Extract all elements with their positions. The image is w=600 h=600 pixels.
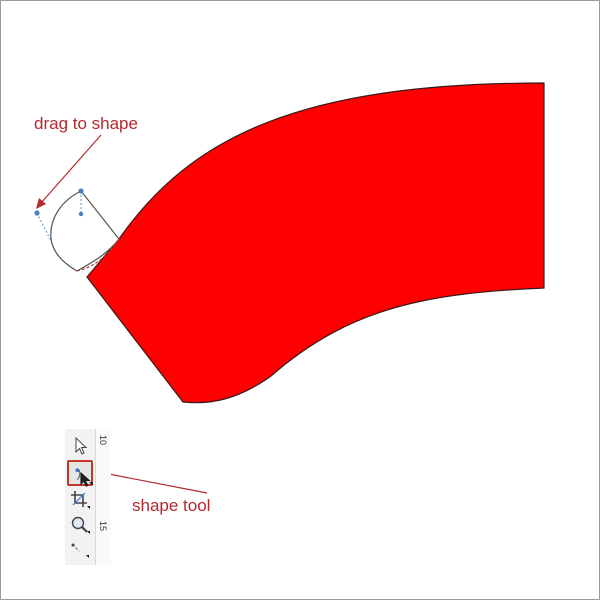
- ruler-label-bottom: 15: [98, 521, 108, 532]
- pick-tool-button[interactable]: [67, 433, 93, 459]
- pick-tool-icon: [75, 436, 88, 455]
- crop-tool-button[interactable]: [67, 487, 93, 513]
- control-point-handle[interactable]: [78, 188, 84, 194]
- control-handle-line: [36, 212, 52, 242]
- control-point-handle[interactable]: [34, 210, 40, 216]
- drag-arrow-line: [40, 134, 102, 204]
- freehand-tool-icon: [71, 543, 89, 558]
- shape-tool-button[interactable]: [67, 460, 93, 487]
- ruler-label-top: 10: [98, 435, 108, 446]
- drag-to-shape-label: drag to shape: [34, 114, 138, 133]
- toolbox-panel: 10 15: [65, 429, 111, 565]
- crop-tool-icon: [71, 491, 90, 509]
- red-curved-shape[interactable]: [86, 82, 545, 404]
- vertical-ruler: 10 15: [95, 429, 111, 565]
- control-point-handle[interactable]: [78, 211, 84, 217]
- shape-tool-icon: [75, 468, 93, 487]
- zoom-tool-icon: [71, 516, 90, 534]
- freehand-tool-button[interactable]: [67, 537, 93, 563]
- curled-corner-shape[interactable]: [50, 190, 120, 272]
- tool-arrow-line: [92, 470, 208, 494]
- shape-tool-label: shape tool: [132, 496, 211, 515]
- zoom-tool-button[interactable]: [67, 512, 93, 538]
- drag-arrow-head: [36, 198, 46, 209]
